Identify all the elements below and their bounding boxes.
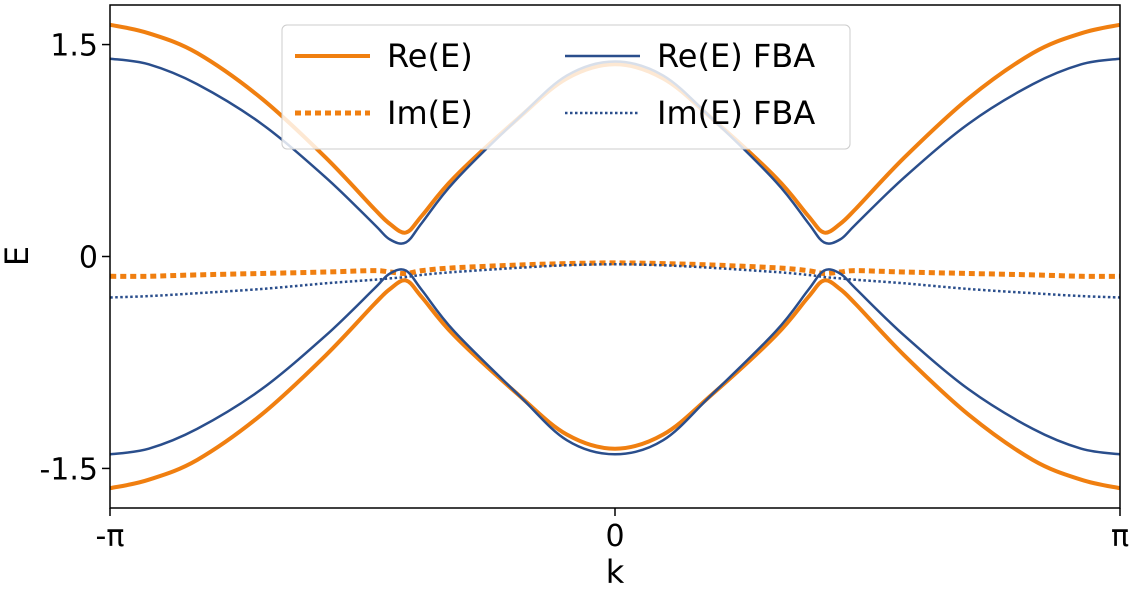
- series-line-0-branch-1: [109, 278, 1121, 491]
- x-tick-label: π: [1111, 519, 1129, 554]
- legend-box: [281, 24, 851, 150]
- legend-label-2: Re(E) FBA: [657, 37, 815, 75]
- legend-label-0: Re(E): [387, 37, 473, 75]
- y-tick-label: 0: [79, 241, 98, 276]
- axes: -π 0 π -1.5 0 1.5: [39, 4, 1129, 554]
- x-tick-label: -π: [96, 519, 125, 554]
- series-line-2-branch-1: [110, 268, 1120, 456]
- series-line-1-branch-0: [110, 260, 1120, 279]
- y-axis-label: E: [0, 246, 36, 266]
- legend: Re(E) Im(E) Re(E) FBA Im(E) FBA: [281, 24, 851, 150]
- series-line-3-branch-0: [110, 263, 1120, 299]
- legend-label-1: Im(E): [387, 94, 473, 132]
- x-tick-label: 0: [605, 519, 624, 554]
- plot-area: [109, 22, 1121, 491]
- y-tick-label: 1.5: [50, 29, 98, 64]
- x-axis-label: k: [606, 553, 625, 591]
- y-tick-label: -1.5: [39, 452, 98, 487]
- legend-label-3: Im(E) FBA: [657, 94, 815, 132]
